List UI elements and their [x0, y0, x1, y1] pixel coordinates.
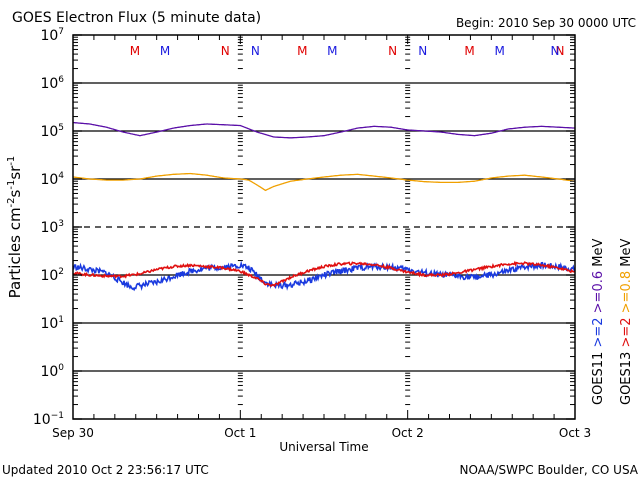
series-line: [72, 121, 576, 139]
orbit-marker: N: [418, 44, 427, 58]
orbit-marker: N: [221, 44, 230, 58]
legend-entry: GOES11: [591, 352, 606, 405]
credit-label: NOAA/SWPC Boulder, CO USA: [460, 463, 639, 477]
y-axis-label-exp2: -1: [6, 180, 17, 190]
legend-entry: >=2: [619, 317, 634, 351]
y-tick-exponent: 4: [58, 171, 64, 181]
y-axis-label: Particles cm-2s-1sr-1: [6, 156, 24, 299]
y-tick-base: 10: [40, 124, 58, 140]
y-tick-label: 100: [40, 363, 64, 380]
y-tick-exponent: 3: [58, 219, 64, 229]
y-tick-label: 104: [40, 171, 64, 188]
y-tick-label: 103: [40, 219, 64, 236]
y-tick-base: 10: [40, 220, 58, 236]
y-tick-base: 10: [33, 412, 51, 428]
y-tick-base: 10: [40, 268, 58, 284]
begin-date-label: Begin: 2010 Sep 30 0000 UTC: [456, 16, 636, 30]
y-tick-exponent: −1: [51, 411, 64, 421]
series-line: [72, 172, 576, 192]
orbit-marker: N: [388, 44, 397, 58]
y-axis-label-base: Particles cm: [6, 207, 24, 298]
legend-entry: >=0.8: [619, 271, 634, 318]
y-tick-label: 107: [40, 27, 64, 44]
legend-entry: >=2: [591, 317, 606, 351]
series-line: [72, 260, 576, 292]
y-tick-label: 106: [40, 75, 64, 92]
orbit-marker: M: [464, 44, 474, 58]
legend-text: GOES11 >=2 >=0.6 MeV: [591, 239, 606, 405]
legend-goes11: GOES11 >=2 >=0.6 MeV: [591, 239, 606, 405]
orbit-marker: N: [555, 44, 564, 58]
legend-entry: GOES13: [619, 352, 634, 405]
x-tick-label: Oct 2: [392, 426, 424, 440]
orbit-marker: M: [130, 44, 140, 58]
y-tick-exponent: 2: [58, 267, 64, 277]
legend-entry: >=0.6: [591, 271, 606, 318]
x-tick-label: Oct 3: [559, 426, 591, 440]
y-tick-base: 10: [40, 28, 58, 44]
y-axis-label-exp1: -2: [6, 197, 17, 207]
orbit-marker: M: [160, 44, 170, 58]
y-tick-label: 101: [40, 315, 64, 332]
y-tick-exponent: 1: [58, 315, 64, 325]
x-tick-label: Oct 1: [224, 426, 256, 440]
chart-title: GOES Electron Flux (5 minute data): [12, 10, 261, 26]
y-tick-base: 10: [40, 316, 58, 332]
svg-text:Particles cm-2s-1sr-1: Particles cm-2s-1sr-1: [6, 156, 24, 299]
y-tick-label: 102: [40, 267, 64, 284]
y-tick-label: 105: [40, 123, 64, 140]
x-tick-label: Sep 30: [52, 426, 94, 440]
y-tick-base: 10: [40, 172, 58, 188]
y-tick-exponent: 7: [58, 27, 64, 37]
legend-entry: MeV: [591, 239, 606, 271]
legend-text: GOES13 >=2 >=0.8 MeV: [619, 239, 634, 405]
orbit-marker: M: [327, 44, 337, 58]
orbit-marker: M: [495, 44, 505, 58]
legend-entry: MeV: [619, 239, 634, 271]
series-line: [72, 260, 576, 288]
updated-timestamp: Updated 2010 Oct 2 23:56:17 UTC: [2, 463, 209, 477]
y-tick-base: 10: [40, 76, 58, 92]
y-axis-label-sr: sr: [6, 165, 24, 180]
y-tick-exponent: 6: [58, 75, 64, 85]
y-tick-exponent: 5: [58, 123, 64, 133]
orbit-marker: N: [551, 44, 560, 58]
y-tick-base: 10: [40, 364, 58, 380]
orbit-marker: M: [297, 44, 307, 58]
y-axis-label-s: s: [6, 189, 24, 197]
orbit-marker: N: [251, 44, 260, 58]
x-axis-label: Universal Time: [279, 440, 368, 454]
y-tick-label: 10−1: [33, 411, 64, 428]
legend-goes13: GOES13 >=2 >=0.8 MeV: [619, 239, 634, 405]
y-tick-exponent: 0: [58, 363, 64, 373]
plot-frame: [72, 34, 576, 420]
y-axis-label-exp3: -1: [6, 156, 17, 166]
